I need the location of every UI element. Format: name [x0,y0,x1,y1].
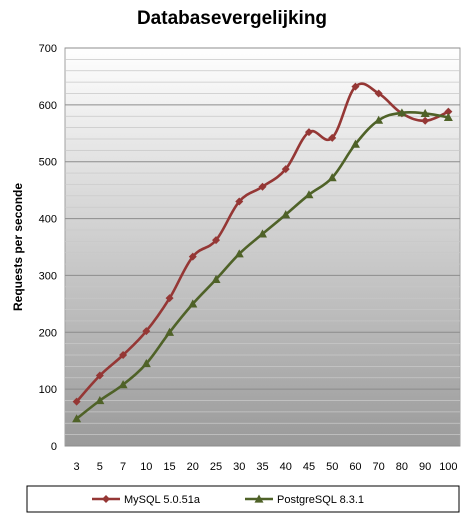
legend-label: PostgreSQL 8.3.1 [277,494,364,506]
data-point [304,190,314,199]
data-point [188,299,198,308]
x-tick-label: 30 [233,461,245,473]
y-tick-label: 300 [39,270,57,282]
data-point [235,197,244,206]
data-point [258,182,267,191]
chart-title: Databasevergelijking [137,8,327,29]
y-axis-label: Requests per seconde [11,183,25,311]
x-tick-label: 60 [349,461,361,473]
data-point [234,249,244,258]
legend-box [26,485,460,513]
data-point [351,82,360,91]
legend-marker [254,494,264,503]
data-point [95,371,104,380]
data-point [212,236,221,245]
y-tick-label: 700 [39,43,57,55]
data-point [211,274,221,284]
x-tick-label: 35 [256,461,268,473]
data-point [165,294,174,303]
y-tick-label: 400 [39,214,57,226]
legend-item: MySQL 5.0.51a [92,494,201,506]
legend-item: PostgreSQL 8.3.1 [245,494,364,506]
x-tick-label: 45 [303,461,315,473]
data-point [350,139,360,148]
legend-label: MySQL 5.0.51a [124,494,201,506]
data-point [95,396,105,405]
series-1 [72,82,453,406]
x-tick-label: 10 [140,461,152,473]
data-point [443,112,453,121]
x-tick-label: 70 [373,461,385,473]
x-axis: 3 5 7 10 15 20 25 30 35 40 45 50 60 70 80 90 100 [74,461,458,473]
data-point [397,108,407,117]
legend: MySQL 5.0.51a PostgreSQL 8.3.1 [26,485,460,513]
y-tick-label: 500 [39,157,57,169]
data-point [141,359,151,368]
data-point [119,351,128,360]
x-tick-label: 100 [439,461,457,473]
data-point [374,115,384,124]
data-point [328,133,337,142]
data-point [118,380,128,389]
y-tick-label: 0 [51,441,57,453]
series-2 [72,108,453,423]
data-point [304,128,313,137]
x-tick-label: 20 [187,461,199,473]
series-group [72,82,453,423]
data-point [142,327,151,336]
y-tick-label: 200 [39,327,57,339]
x-tick-label: 15 [163,461,175,473]
legend-marker [102,495,110,503]
data-point [374,89,383,98]
gridlines [65,47,460,447]
data-point [327,173,337,182]
x-tick-label: 3 [74,461,80,473]
data-point [258,229,267,238]
x-tick-label: 7 [120,461,126,473]
x-tick-label: 90 [419,461,431,473]
y-axis: 0 100 200 300 400 500 600 700 [39,43,57,453]
data-point [188,252,197,261]
x-tick-label: 40 [280,461,292,473]
x-tick-label: 50 [326,461,338,473]
data-point [421,116,430,125]
data-point [72,397,81,406]
data-point [72,414,82,423]
y-tick-label: 600 [39,100,57,112]
data-point [165,327,175,336]
data-point [281,165,290,174]
x-tick-label: 80 [396,461,408,473]
data-point [281,210,291,219]
data-point [420,108,430,117]
x-tick-label: 25 [210,461,222,473]
y-tick-label: 100 [39,384,57,396]
data-point [444,107,453,116]
x-tick-label: 5 [97,461,103,473]
